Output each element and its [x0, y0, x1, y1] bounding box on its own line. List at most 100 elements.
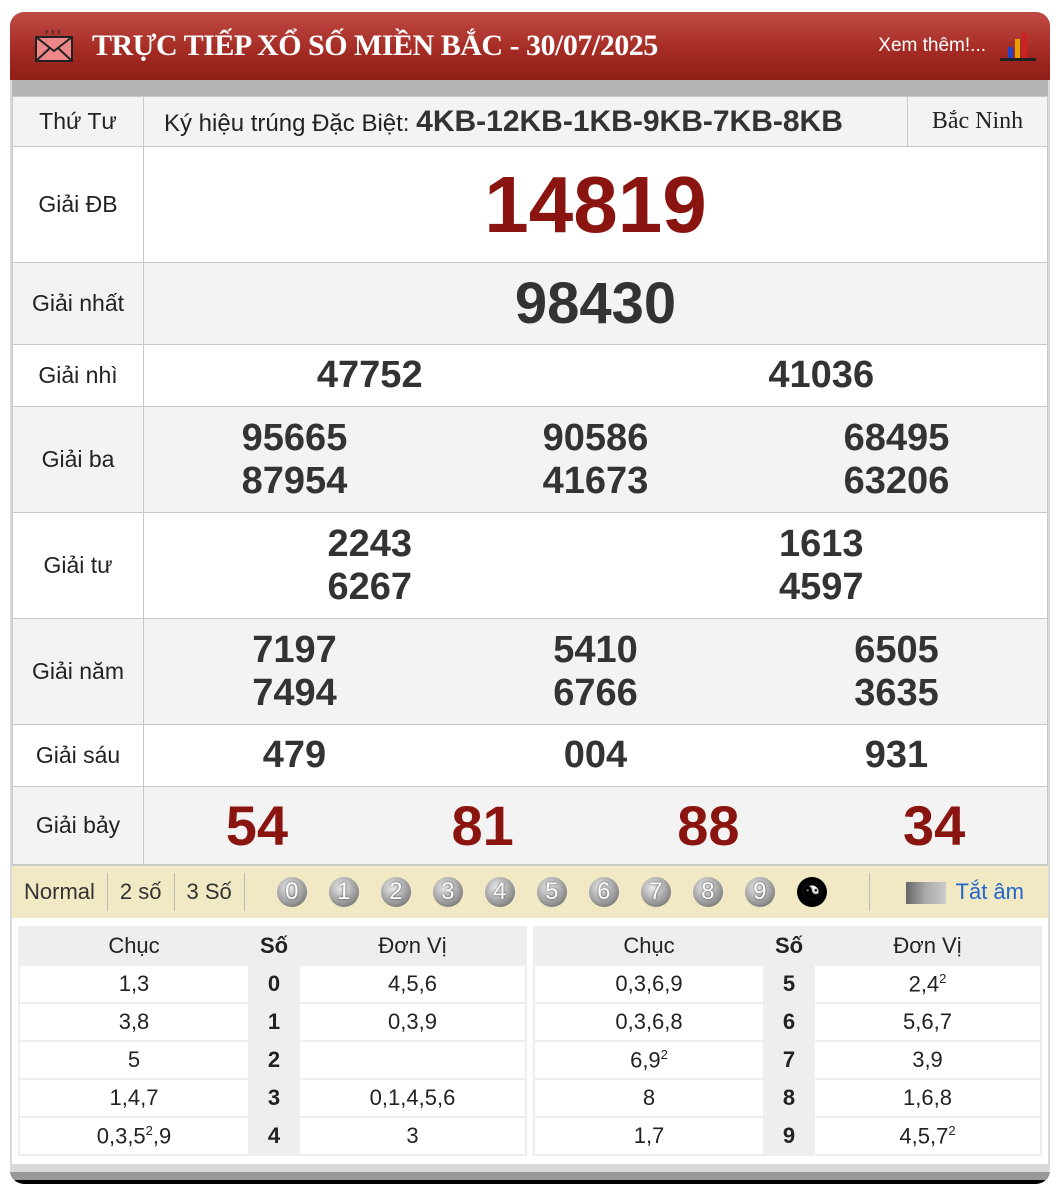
prize-number: 54: [225, 794, 289, 857]
prize-number: 34: [902, 794, 966, 857]
digit-4-button[interactable]: 4: [484, 877, 515, 907]
prize-number: 7494: [252, 671, 337, 714]
prize-number: 2243: [327, 522, 413, 565]
prize-label: Giải nhất: [12, 262, 144, 345]
speaker-icon: [905, 882, 946, 905]
prize-number: 004: [563, 734, 628, 776]
mode-button[interactable]: Normal: [12, 873, 108, 911]
digit-cell: 0: [250, 966, 298, 1002]
prize-first-row: Giải nhất 98430: [12, 262, 1048, 345]
special-codes: Ký hiệu trúng Đặc Biệt: 4KB-12KB-1KB-9KB…: [143, 96, 908, 147]
prize-number: 4597: [778, 565, 864, 608]
mute-button[interactable]: Tắt âm: [905, 879, 1024, 905]
loto-row: 0,3,52,9 4 3: [20, 1118, 525, 1154]
prize-seventh-row: Giải bảy 54 81 88 34: [12, 786, 1048, 865]
prize-number: 3635: [854, 671, 939, 714]
loto-table: Chục Số Đơn Vị 0,3,6,9 5 2,42 0,3,6,8 6 5,6,7 6,9…: [533, 926, 1042, 1156]
prize-label: Giải ba: [12, 406, 144, 513]
digit-0-button[interactable]: 0: [276, 877, 307, 907]
units-cell: 4,5,72: [815, 1118, 1040, 1154]
prize-number: 931: [864, 734, 929, 776]
loto-tables: Chục Số Đơn Vị 1,3 0 4,5,6 3,8 1 0,3,9 5 2 1,4,7 3 0,…: [12, 918, 1048, 1164]
units-cell: 3: [300, 1118, 525, 1154]
prize-fifth-row: Giải năm 7197 5410 6505 7494 6766 3635: [12, 618, 1048, 725]
province: Bắc Ninh: [907, 96, 1048, 147]
tens-cell: 0,3,6,9: [535, 966, 763, 1002]
digit-cell: 5: [765, 966, 813, 1002]
units-cell: [300, 1042, 525, 1078]
see-more-link[interactable]: Xem thêm!...: [878, 35, 986, 56]
mode-button[interactable]: 2 số: [108, 873, 175, 911]
loto-header: Đơn Vị: [300, 928, 525, 964]
prize-fourth-row: Giải tư 2243 1613 6267 4597: [12, 512, 1048, 619]
prize-number: 87954: [241, 459, 348, 502]
prize-number: 47752: [316, 354, 423, 396]
loto-header: Số: [250, 928, 298, 964]
prize-number: 5410: [553, 628, 638, 671]
prize-number: 88: [677, 794, 740, 857]
prize-third-row: Giải ba 95665 90586 68495 87954 41673 63206: [12, 406, 1048, 513]
loto-header: Số: [765, 928, 813, 964]
first-prize-number: 98430: [514, 271, 677, 336]
prize-number: 479: [262, 734, 327, 776]
tens-cell: 8: [535, 1080, 763, 1116]
tens-cell: 1,3: [20, 966, 248, 1002]
units-cell: 3,9: [815, 1042, 1040, 1078]
prize-number: 1613: [778, 522, 864, 565]
loto-table: Chục Số Đơn Vị 1,3 0 4,5,6 3,8 1 0,3,9 5 2 1,4,7 3 0,…: [18, 926, 527, 1156]
special-codes-value: 4KB-12KB-1KB-9KB-7KB-8KB: [416, 104, 843, 138]
prize-number: 63206: [843, 459, 950, 502]
prize-second-row: Giải nhì 47752 41036: [12, 344, 1048, 407]
digit-3-button[interactable]: 3: [432, 877, 463, 907]
prize-number: 6505: [854, 628, 939, 671]
prize-label: Giải năm: [12, 618, 144, 725]
loto-row: 0,3,6,9 5 2,42: [535, 966, 1040, 1002]
digit-cell: 6: [765, 1004, 813, 1040]
special-prize-number: 14819: [484, 159, 707, 249]
prize-number: 6766: [553, 671, 638, 714]
units-cell: 0,3,9: [300, 1004, 525, 1040]
digit-6-button[interactable]: 6: [588, 877, 619, 907]
loto-row: 1,3 0 4,5,6: [20, 966, 525, 1002]
digit-cell: 8: [765, 1080, 813, 1116]
weekday: Thứ Tư: [12, 96, 144, 147]
digit-8-button[interactable]: 8: [692, 877, 723, 907]
prize-number: 81: [451, 794, 514, 857]
digit-1-button[interactable]: 1: [328, 877, 359, 907]
units-cell: 5,6,7: [815, 1004, 1040, 1040]
loto-row: 8 8 1,6,8: [535, 1080, 1040, 1116]
prize-number: 41673: [542, 459, 649, 502]
prize-number: 41036: [768, 354, 875, 396]
page-title: TRỰC TIẾP XỔ SỐ MIỀN BẮC - 30/07/2025: [92, 29, 658, 62]
prize-number: 6267: [327, 565, 413, 608]
toolbar: Normal 2 số 3 Số 0 1 2 3 4 5 6 7 8 9 ☯ Tắt âm: [12, 865, 1048, 918]
units-cell: 0,1,4,5,6: [300, 1080, 525, 1116]
tens-cell: 1,4,7: [20, 1080, 248, 1116]
yin-yang-icon[interactable]: ☯: [796, 877, 827, 907]
digit-cell: 9: [765, 1118, 813, 1154]
units-cell: 2,42: [815, 966, 1040, 1002]
loto-header: Chục: [535, 928, 763, 964]
tens-cell: 1,7: [535, 1118, 763, 1154]
prize-label: Giải bảy: [12, 786, 144, 865]
prize-number: 95665: [241, 416, 348, 459]
loto-row: 1,4,7 3 0,1,4,5,6: [20, 1080, 525, 1116]
digit-7-button[interactable]: 7: [640, 877, 671, 907]
mode-button[interactable]: 3 Số: [175, 873, 245, 911]
digit-cell: 3: [250, 1080, 298, 1116]
loto-header: Đơn Vị: [815, 928, 1040, 964]
prize-label: Giải ĐB: [12, 146, 144, 263]
prize-label: Giải tư: [12, 512, 144, 619]
digit-cell: 2: [250, 1042, 298, 1078]
prize-special-row: Giải ĐB 14819: [12, 146, 1048, 263]
digit-5-button[interactable]: 5: [536, 877, 567, 907]
prize-sixth-row: Giải sáu 479 004 931: [12, 724, 1048, 787]
bar-chart-icon[interactable]: [1000, 31, 1036, 61]
digit-2-button[interactable]: 2: [380, 877, 411, 907]
digit-cell: 7: [765, 1042, 813, 1078]
digit-9-button[interactable]: 9: [744, 877, 775, 907]
header: TRỰC TIẾP XỔ SỐ MIỀN BẮC - 30/07/2025 Xe…: [10, 12, 1050, 80]
digit-cell: 4: [250, 1118, 298, 1154]
units-cell: 1,6,8: [815, 1080, 1040, 1116]
